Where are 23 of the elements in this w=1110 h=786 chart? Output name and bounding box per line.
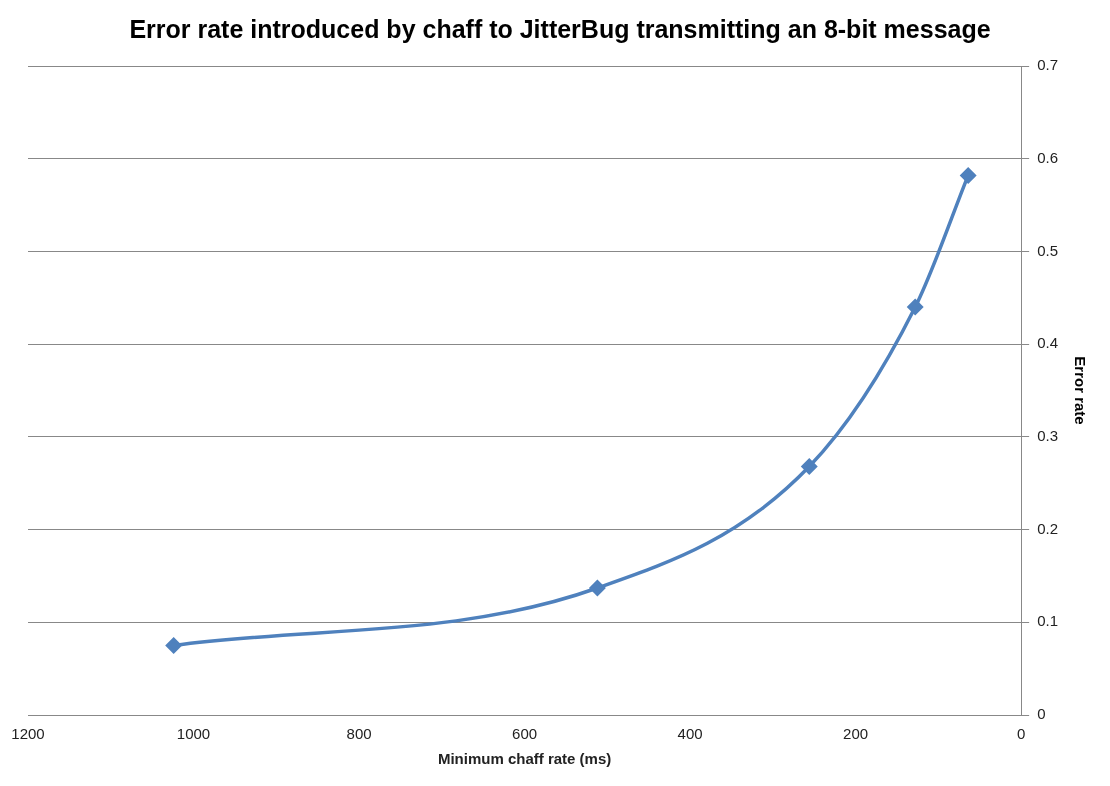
y-tick-label: 0.1 [1037, 612, 1059, 630]
x-tick-label: 1200 [11, 725, 45, 743]
chart-title: Error rate introduced by chaff to JitterBug transmitting an 8-bit message [129, 14, 991, 43]
point [960, 167, 976, 184]
y-tick-label: 0.5 [1037, 241, 1059, 259]
y-tick-label: 0.4 [1037, 334, 1059, 352]
point [907, 299, 923, 315]
y-tick-label: 0.2 [1037, 519, 1059, 537]
y-tick-label: 0 [1037, 705, 1046, 723]
x-tick-label: 200 [843, 725, 869, 743]
point [165, 637, 182, 654]
y-tick-label: 0.6 [1037, 148, 1059, 166]
point [801, 458, 818, 475]
x-tick-label: 1000 [176, 725, 211, 743]
y-tick-label: 0.3 [1037, 427, 1059, 444]
y-tick-label: 0.7 [1037, 56, 1059, 74]
x-tick-label: 400 [677, 725, 703, 743]
x-tick-label: 800 [346, 725, 372, 743]
x-tick-label: 600 [512, 725, 538, 743]
x-tick-label: 0 [1016, 725, 1026, 743]
y-axis-title: Error rate [1071, 356, 1089, 425]
point [589, 580, 606, 596]
x-axis-title: Minimum chaff rate (ms) [437, 750, 612, 768]
